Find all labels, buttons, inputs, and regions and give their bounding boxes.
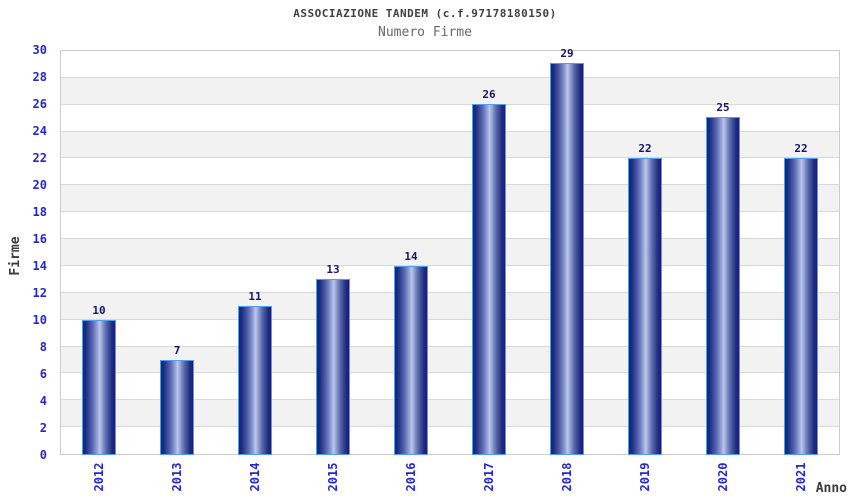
y-tick-label: 10 [32, 313, 47, 327]
y-tick-label: 26 [32, 97, 47, 111]
y-tick-label: 14 [32, 259, 47, 273]
x-tick-label: 2016 [404, 462, 418, 492]
bar-2021 [784, 158, 818, 455]
gridline [61, 291, 839, 293]
bar-value-label: 7 [173, 344, 181, 357]
gridline [61, 372, 839, 374]
gridline [61, 184, 839, 186]
bar-value-label: 11 [248, 290, 262, 303]
y-tick-label: 8 [39, 340, 47, 354]
bar-value-label: 14 [404, 250, 418, 263]
gridline [61, 426, 839, 428]
bar-2017 [472, 104, 506, 455]
x-axis-title: Anno [815, 481, 847, 496]
bar-value-label: 22 [638, 142, 652, 155]
chart-title: ASSOCIAZIONE TANDEM (c.f.97178180150) [293, 7, 557, 20]
gridline [61, 345, 839, 347]
bar-value-label: 22 [794, 142, 808, 155]
gridline [61, 103, 839, 105]
y-tick-label: 30 [32, 43, 47, 57]
y-tick-label: 6 [39, 367, 47, 381]
bar-2020 [706, 117, 740, 455]
gridline [61, 264, 839, 266]
x-tick-label: 2012 [92, 462, 106, 492]
y-tick-label: 0 [39, 448, 47, 462]
bar-2012 [82, 320, 116, 455]
x-tick-label: 2018 [560, 462, 574, 492]
y-tick-label: 2 [39, 421, 47, 435]
x-tick-label: 2019 [638, 462, 652, 492]
y-tick-label: 4 [39, 394, 47, 408]
gridline [61, 130, 839, 132]
bar-2016 [394, 266, 428, 455]
x-tick-label: 2020 [716, 462, 730, 492]
x-tick-label: 2014 [248, 462, 262, 492]
bar-2014 [238, 306, 272, 455]
x-tick-label: 2013 [170, 462, 184, 492]
bar-value-label: 10 [92, 304, 106, 317]
y-axis-title: Firme [8, 236, 23, 276]
gridline [61, 157, 839, 159]
x-tick-label: 2017 [482, 462, 496, 492]
bar-value-label: 25 [716, 101, 730, 114]
gridline [61, 76, 839, 78]
bar-2019 [628, 158, 662, 455]
y-tick-label: 24 [32, 124, 47, 138]
gridline [61, 318, 839, 320]
chart-subtitle: Numero Firme [378, 25, 472, 40]
y-tick-label: 22 [32, 151, 47, 165]
background-band [61, 51, 839, 78]
bar-value-label: 29 [560, 47, 574, 60]
background-band [61, 77, 839, 105]
gridline [61, 211, 839, 213]
y-tick-label: 18 [32, 205, 47, 219]
bar-2018 [550, 63, 584, 455]
y-tick-label: 16 [32, 232, 47, 246]
bar-2015 [316, 279, 350, 455]
x-tick-label: 2015 [326, 462, 340, 492]
bar-value-label: 26 [482, 88, 496, 101]
x-tick-label: 2021 [794, 462, 808, 492]
y-tick-label: 28 [32, 70, 47, 84]
y-tick-label: 12 [32, 286, 47, 300]
gridline [61, 399, 839, 401]
gridline [61, 238, 839, 240]
bar-2013 [160, 360, 194, 455]
bar-value-label: 13 [326, 263, 340, 276]
y-tick-label: 20 [32, 178, 47, 192]
